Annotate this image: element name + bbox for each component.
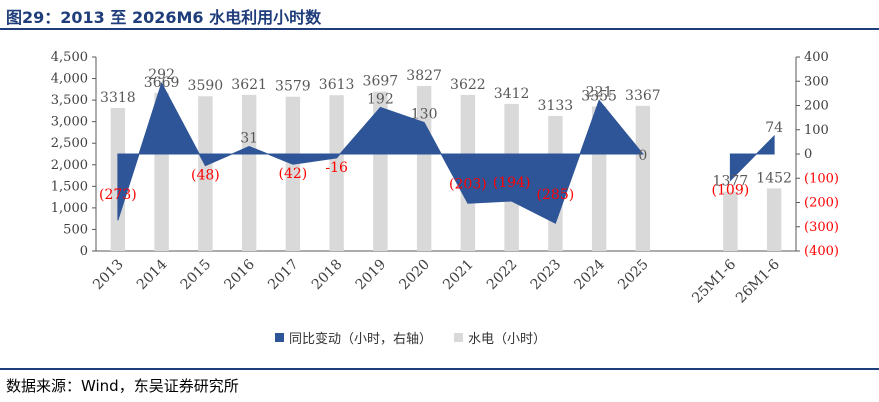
yoy-value-label: (273) xyxy=(99,187,137,203)
left-axis-tick-label: 1,500 xyxy=(51,179,88,194)
legend-label-hydro: 水电（小时） xyxy=(468,332,547,347)
x-axis-tick-label: 2022 xyxy=(484,257,521,294)
hydro-bar xyxy=(766,188,782,251)
right-axis-tick-label: (200) xyxy=(804,196,839,211)
right-axis-tick-label: (400) xyxy=(804,244,839,259)
yoy-value-label: (285) xyxy=(537,187,575,203)
title-divider xyxy=(0,28,879,30)
hydro-bar xyxy=(635,105,651,252)
yoy-value-label: (48) xyxy=(191,168,220,184)
area-series xyxy=(117,81,775,224)
right-y-axis: (400) (300) (200) (100) 0 100 200 300 400 xyxy=(795,50,839,259)
hydro-value-label: 3367 xyxy=(625,88,661,104)
x-axis-tick-label: 2023 xyxy=(528,257,565,294)
hydro-value-label: 3355 xyxy=(581,88,617,104)
yoy-value-label: (109) xyxy=(712,182,750,198)
left-y-axis: 0 500 1,000 1,500 2,000 2,500 3,000 3,500 4,000 4… xyxy=(51,50,796,259)
right-axis-tick-label: 0 xyxy=(804,147,812,162)
x-axis-tick-label: 2025 xyxy=(615,257,652,294)
hydro-bar xyxy=(285,96,301,252)
bar-value-labels: 3318 3669 3590 3621 3579 3613 3697 3827 3622 3412… xyxy=(100,68,792,190)
left-axis-tick-label: 1,000 xyxy=(51,201,88,216)
hydro-value-label: 3590 xyxy=(188,78,224,94)
x-axis-tick-label: 2016 xyxy=(221,256,258,293)
hydro-value-label: 3697 xyxy=(363,74,399,90)
left-axis-tick-label: 0 xyxy=(80,244,88,259)
hydro-bar xyxy=(241,94,257,251)
hydro-value-label: 3669 xyxy=(144,75,180,91)
x-axis-tick-label: 25M1-6 xyxy=(689,256,739,306)
x-axis-tick-label: 2024 xyxy=(571,256,608,293)
right-axis-tick-label: 200 xyxy=(804,99,829,114)
yoy-value-label: (203) xyxy=(449,176,487,192)
area-value-labels: (273) 292 (48) 31 (42) -16 192 130 (203) (194) (28… xyxy=(99,67,783,203)
left-axis-tick-label: 500 xyxy=(63,222,88,237)
right-axis-tick-label: 300 xyxy=(804,74,829,89)
chart-legend: 同比变动（小时，右轴） 水电（小时） xyxy=(275,328,546,347)
x-axis-tick-label: 2021 xyxy=(440,257,477,294)
yoy-value-label: 192 xyxy=(367,91,394,107)
hydro-value-label: 3622 xyxy=(450,77,486,93)
x-axis-tick-label: 2015 xyxy=(178,257,215,294)
source-note: 数据来源：Wind，东吴证券研究所 xyxy=(6,377,239,395)
yoy-value-label: -16 xyxy=(325,160,348,176)
x-axis-tick-label: 2020 xyxy=(396,257,433,294)
hydro-bar xyxy=(723,191,738,251)
page-title: 图29：2013 至 2026M6 水电利用小时数 xyxy=(6,8,322,27)
hydro-value-label: 3412 xyxy=(494,86,530,102)
x-axis-tick-label: 2019 xyxy=(353,257,390,294)
left-axis-tick-label: 4,000 xyxy=(51,72,88,87)
yoy-value-label: (42) xyxy=(279,166,308,182)
legend-label-yoy: 同比变动（小时，右轴） xyxy=(289,332,433,347)
hydro-bar xyxy=(198,96,213,251)
right-axis-tick-label: 100 xyxy=(804,123,829,138)
x-axis-tick-label: 26M1-6 xyxy=(733,256,783,306)
hydro-bar xyxy=(329,95,344,251)
left-axis-tick-label: 4,500 xyxy=(51,50,88,65)
hydro-value-label: 3621 xyxy=(231,77,267,93)
left-axis-tick-label: 3,000 xyxy=(51,115,88,130)
right-axis-tick-label: (300) xyxy=(804,220,839,235)
yoy-value-label: (194) xyxy=(493,175,531,191)
hydro-value-label: 1452 xyxy=(756,170,792,186)
x-axis-labels: 2013 2014 2015 2016 2017 2018 2019 2020 2021 2022… xyxy=(90,256,783,306)
yoy-area xyxy=(729,134,775,182)
x-axis-tick-label: 2013 xyxy=(90,257,127,294)
hydro-value-label: 3579 xyxy=(275,79,311,95)
hydro-value-label: 3827 xyxy=(406,68,442,84)
yoy-area xyxy=(117,81,644,224)
x-axis-tick-label: 2018 xyxy=(309,257,346,294)
footer-divider xyxy=(0,368,879,370)
right-axis-tick-label: 400 xyxy=(804,50,829,65)
yoy-value-label: 221 xyxy=(586,84,613,100)
hydro-value-label: 3133 xyxy=(538,98,574,114)
left-axis-tick-label: 3,500 xyxy=(51,93,88,108)
hydro-value-label: 3318 xyxy=(100,90,136,106)
yoy-value-label: 292 xyxy=(148,67,175,83)
legend-item-yoy: 同比变动（小时，右轴） xyxy=(275,328,432,347)
right-axis-tick-label: (100) xyxy=(804,171,839,186)
yoy-value-label: 130 xyxy=(411,106,438,122)
legend-swatch-hydro xyxy=(454,333,464,342)
yoy-value-label: 74 xyxy=(765,120,783,136)
x-axis-tick-label: 2014 xyxy=(134,256,171,293)
legend-swatch-yoy xyxy=(275,333,284,342)
x-axis-tick-label: 2017 xyxy=(265,257,302,294)
legend-item-hydro: 水电（小时） xyxy=(454,328,546,347)
hydro-value-label: 1377 xyxy=(713,174,749,190)
left-axis-tick-label: 2,500 xyxy=(51,136,88,151)
hydro-value-label: 3613 xyxy=(319,77,355,93)
yoy-value-label: 0 xyxy=(638,148,647,164)
yoy-value-label: 31 xyxy=(240,130,258,146)
left-axis-tick-label: 2,000 xyxy=(51,158,88,173)
